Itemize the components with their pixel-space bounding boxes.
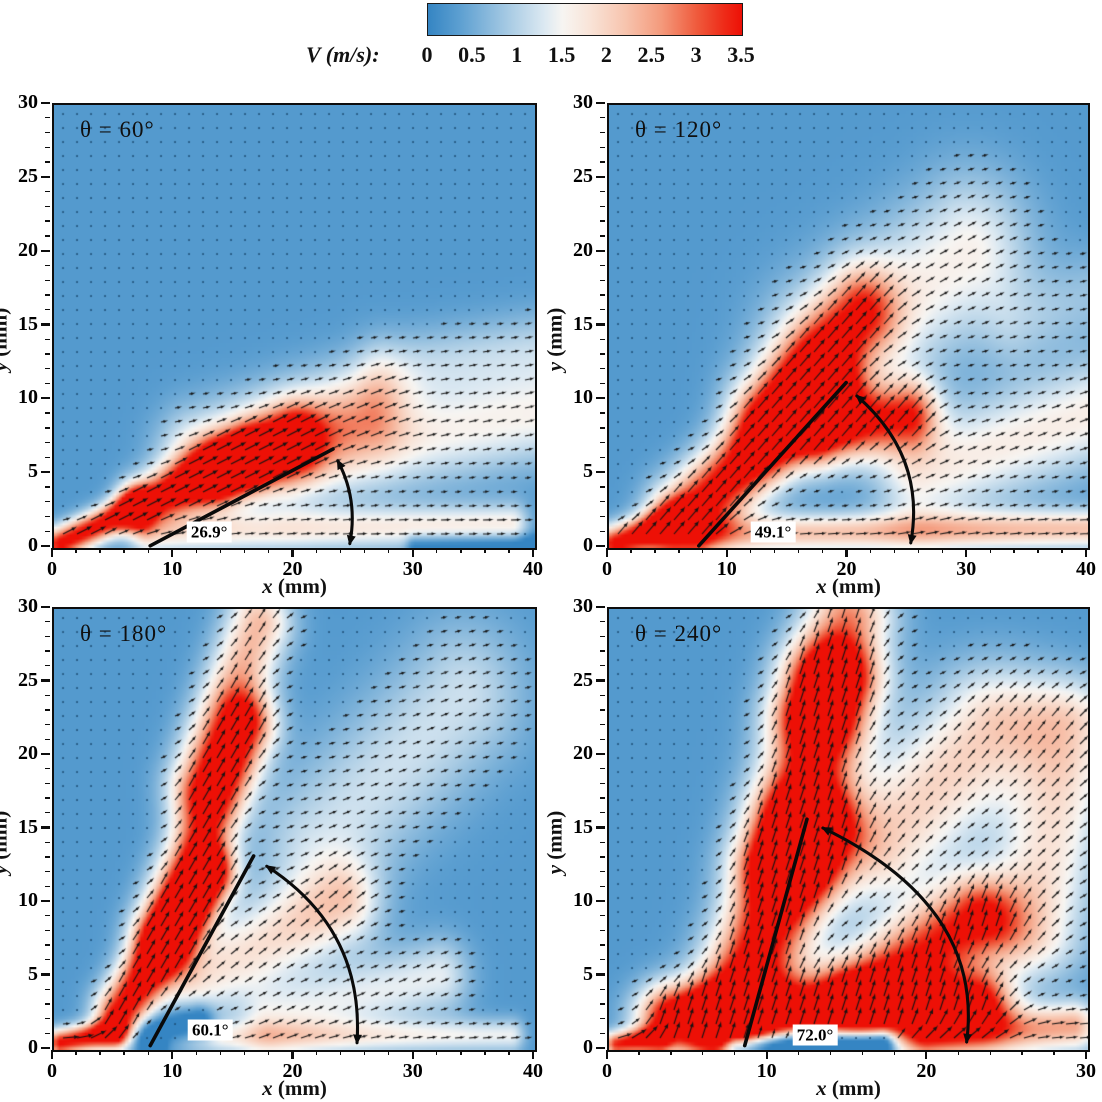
colorbar-tick-label: 1.5: [547, 42, 576, 67]
y-tick-label: 30: [573, 91, 593, 113]
colorbar-tick-label: 0: [421, 42, 433, 67]
colorbar: V (m/s): 0 0.5 1 1.5 2 2.5 3 3.5: [0, 0, 1102, 95]
y-tick-label: 10: [18, 889, 38, 911]
y-tick-label: 15: [18, 312, 38, 335]
x-tick-label: 40: [523, 558, 543, 580]
y-tick-label: 5: [583, 962, 593, 985]
colorbar-tick-labels: 0 0.5 1 1.5 2 2.5 3 3.5: [422, 42, 755, 72]
x-tick-label: 30: [1076, 1060, 1096, 1082]
x-axis-title: x (mm): [816, 574, 881, 598]
y-tick-label: 25: [18, 164, 38, 187]
y-tick-label: 25: [573, 164, 593, 187]
x-axis-title: x (mm): [816, 1076, 881, 1100]
y-tick-label: 20: [573, 238, 593, 261]
contour-plot-area: θ = 240° 72.0°: [607, 607, 1090, 1052]
x-tick-label: 30: [956, 558, 977, 580]
x-tick-label: 0: [47, 558, 57, 580]
colorbar-tick-label: 2: [600, 42, 612, 67]
y-tick-label: 5: [583, 460, 593, 483]
colorbar-tick-label: 2.5: [637, 42, 666, 67]
x-tick-label: 40: [1076, 558, 1096, 580]
y-tick-label: 30: [18, 595, 38, 617]
y-tick-label: 5: [28, 460, 38, 483]
x-tick-label: 10: [756, 1060, 777, 1082]
panel-theta-180: θ = 180° 60.1° x (mm) y (mm) 0 10 20 30 40 0 5…: [0, 595, 543, 1100]
x-tick-label: 30: [402, 1060, 423, 1082]
jet-angle-value: 60.1°: [188, 1019, 233, 1041]
phase-label: θ = 180°: [80, 621, 168, 646]
y-tick-label: 15: [573, 815, 593, 838]
y-tick-label: 0: [28, 1036, 38, 1058]
y-tick-label: 20: [18, 238, 38, 261]
panel-theta-120: θ = 120° 49.1° x (mm) y (mm) 0 10 20 30 40 0 5…: [543, 91, 1097, 598]
x-tick-label: 20: [282, 558, 303, 580]
x-tick-label: 0: [602, 1060, 612, 1082]
y-tick-label: 15: [18, 815, 38, 838]
velocity-vector-arrows: [54, 105, 535, 548]
colorbar-tick-label: 0.5: [458, 42, 486, 67]
x-tick-label: 40: [523, 1060, 543, 1082]
y-tick-label: 10: [18, 386, 38, 409]
contour-plot-area: θ = 120° 49.1°: [607, 103, 1090, 550]
y-tick-label: 10: [573, 386, 593, 409]
x-tick-label: 10: [716, 558, 737, 580]
y-axis-title: y (mm): [0, 810, 12, 874]
y-tick-label: 20: [573, 742, 593, 764]
y-tick-label: 0: [583, 1036, 593, 1058]
jet-angle-value: 49.1°: [750, 521, 796, 543]
y-tick-label: 30: [18, 91, 38, 113]
phase-label: θ = 120°: [635, 117, 723, 142]
jet-angle-annotation: [697, 380, 917, 548]
y-tick-label: 0: [583, 534, 593, 556]
phase-label: θ = 60°: [80, 117, 155, 142]
y-tick-label: 0: [28, 534, 38, 556]
panel-theta-240: θ = 240° 72.0° x (mm) y (mm) 0 10 20 30 0 5 10…: [543, 595, 1097, 1100]
colorbar-tick-label: 3: [690, 42, 702, 67]
phase-label: θ = 240°: [635, 621, 723, 646]
jet-angle-value: 72.0°: [792, 1024, 838, 1046]
jet-angle-annotation: [742, 817, 973, 1048]
x-tick-label: 10: [162, 1060, 183, 1082]
x-axis-title: x (mm): [262, 1076, 327, 1100]
y-tick-label: 5: [28, 962, 38, 985]
y-tick-label: 20: [18, 742, 38, 764]
x-tick-label: 20: [916, 1060, 937, 1082]
colorbar-tick-label: 3.5: [727, 42, 755, 67]
x-tick-label: 0: [47, 1060, 57, 1082]
y-tick-label: 25: [18, 668, 38, 691]
x-tick-label: 30: [402, 558, 423, 580]
y-axis-title: y (mm): [0, 307, 12, 371]
contour-plot-area: θ = 60° 26.9°: [52, 103, 537, 550]
colorbar-tick-label: 1: [511, 42, 523, 67]
y-axis-title: y (mm): [542, 307, 567, 371]
contour-plot-area: θ = 180° 60.1°: [52, 607, 537, 1052]
y-tick-label: 10: [573, 889, 593, 911]
x-tick-label: 0: [602, 558, 612, 580]
x-tick-label: 20: [836, 558, 857, 580]
colorbar-title: V (m/s):: [306, 42, 380, 67]
panel-theta-60: θ = 60° 26.9° x (mm) y (mm) 0 10 20 30 40 0 5 1…: [0, 91, 543, 598]
y-tick-label: 25: [573, 668, 593, 691]
velocity-vector-arrows: [609, 609, 1088, 1050]
jet-angle-value: 26.9°: [186, 521, 232, 543]
x-axis-title: x (mm): [262, 574, 327, 598]
velocity-vector-arrows: [609, 105, 1088, 548]
y-axis-title: y (mm): [542, 810, 567, 874]
y-tick-label: 30: [573, 595, 593, 617]
x-tick-label: 20: [282, 1060, 303, 1082]
jet-angle-annotation: [148, 854, 363, 1048]
y-tick-label: 15: [573, 312, 593, 335]
x-tick-label: 10: [162, 558, 183, 580]
velocity-vector-arrows: [54, 609, 535, 1050]
jet-angle-annotation: [148, 447, 356, 548]
colorbar-gradient: [427, 3, 743, 36]
